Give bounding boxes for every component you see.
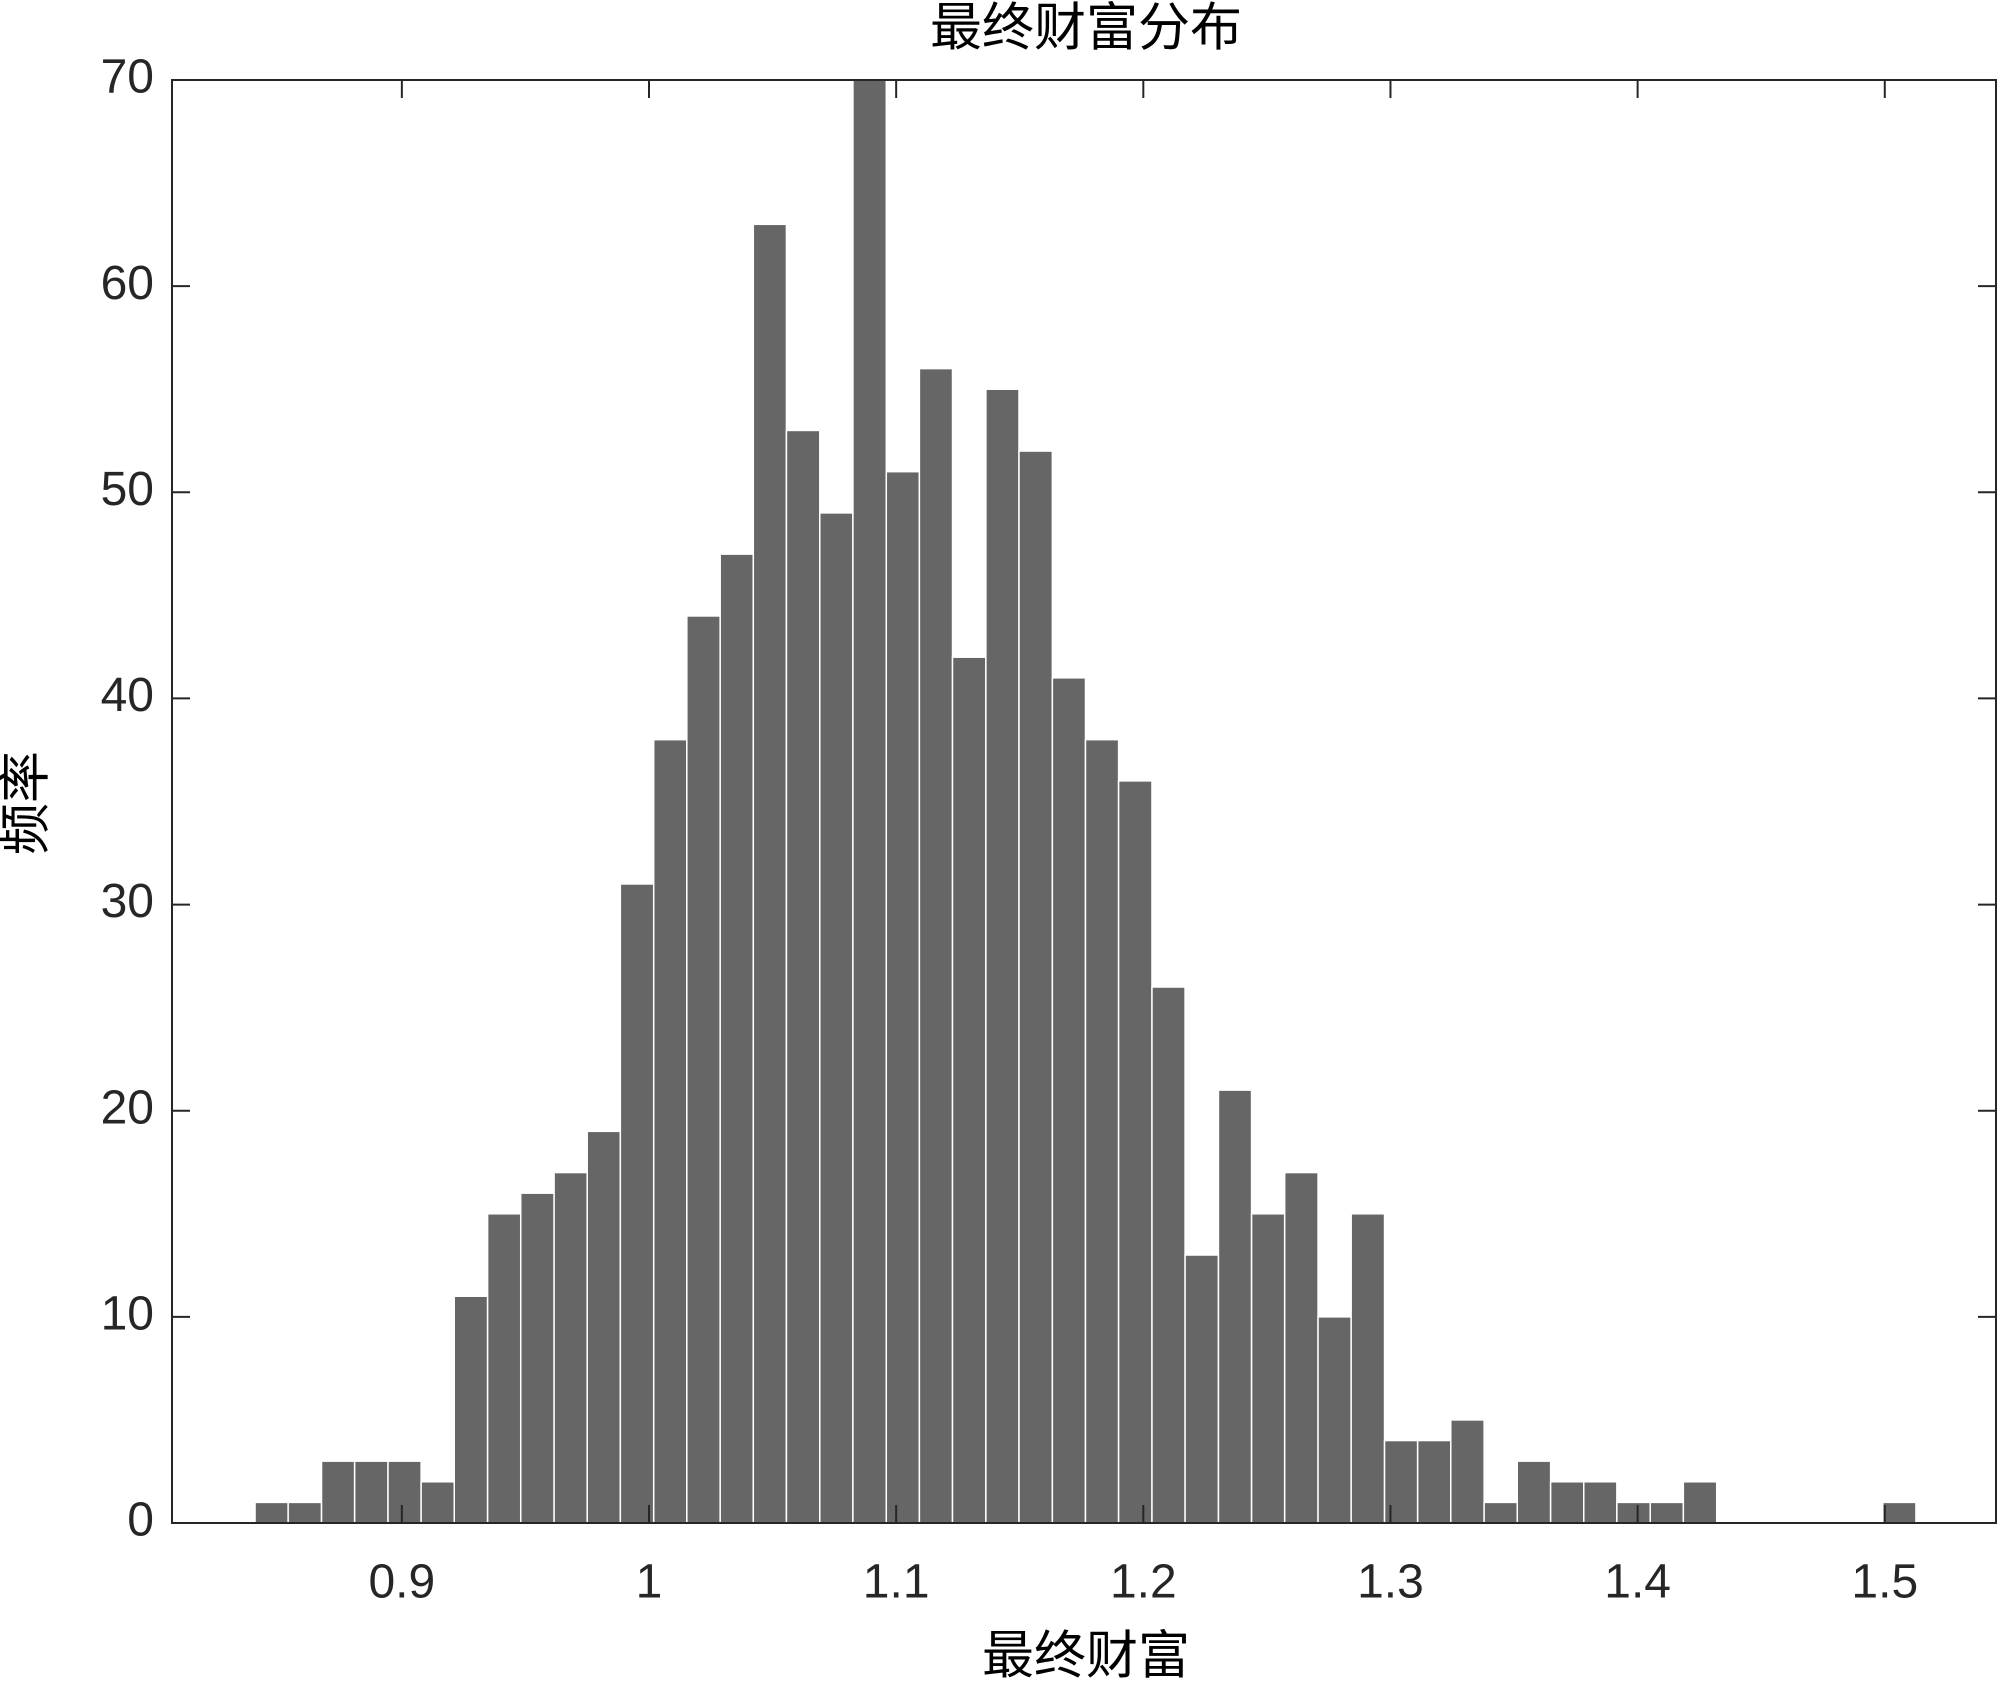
bar — [652, 738, 688, 1524]
bar — [486, 1213, 522, 1524]
bar — [1117, 780, 1153, 1524]
bar — [1283, 1171, 1319, 1524]
bar — [1616, 1501, 1651, 1524]
bar — [918, 367, 954, 1524]
bar — [1018, 450, 1054, 1524]
bar — [387, 1460, 422, 1524]
bar — [1184, 1254, 1220, 1524]
bar — [1084, 738, 1120, 1524]
x-tick-label: 1 — [636, 1556, 663, 1609]
bar — [985, 388, 1020, 1524]
bar — [353, 1460, 389, 1524]
plot-frame — [171, 79, 1997, 1524]
bar — [254, 1501, 289, 1524]
bar — [1151, 986, 1186, 1524]
bar — [1582, 1481, 1618, 1524]
x-tick-label: 1.1 — [863, 1556, 930, 1609]
bar — [287, 1501, 323, 1524]
chart-title: 最终财富分布 — [930, 0, 1242, 59]
bar — [1350, 1213, 1386, 1524]
x-tick-label: 0.9 — [368, 1556, 435, 1609]
y-tick-label: 10 — [101, 1288, 154, 1341]
bar — [1317, 1316, 1352, 1524]
y-tick-label: 40 — [101, 669, 154, 722]
bar — [1549, 1481, 1585, 1524]
bar — [320, 1460, 356, 1524]
bar — [453, 1295, 489, 1524]
bar — [1051, 677, 1087, 1524]
bar — [553, 1171, 588, 1524]
bar — [852, 79, 888, 1524]
y-tick-label: 30 — [101, 875, 154, 928]
bar — [885, 470, 921, 1524]
bar — [1217, 1089, 1253, 1524]
bar — [686, 615, 721, 1524]
bar — [951, 656, 987, 1524]
bar — [819, 512, 854, 1524]
bar — [1483, 1501, 1519, 1524]
x-tick-label: 1.5 — [1851, 1556, 1918, 1609]
x-tick-label: 1.2 — [1110, 1556, 1177, 1609]
y-axis-label: 频率 — [0, 751, 57, 855]
x-axis-label: 最终财富 — [982, 1627, 1190, 1687]
bar — [1416, 1439, 1452, 1524]
bar — [1682, 1481, 1718, 1524]
y-tick-label: 50 — [101, 463, 154, 516]
bar — [785, 429, 821, 1524]
bar — [586, 1130, 622, 1524]
bar — [1882, 1501, 1917, 1524]
bar — [420, 1481, 456, 1524]
y-tick-label: 0 — [127, 1494, 154, 1547]
bar — [1649, 1501, 1685, 1524]
y-tick-label: 70 — [101, 51, 154, 104]
bar — [1250, 1213, 1286, 1524]
bar — [752, 223, 788, 1524]
bar — [719, 553, 755, 1524]
y-tick-label: 20 — [101, 1081, 154, 1134]
x-tick-label: 1.3 — [1357, 1556, 1424, 1609]
y-tick-label: 60 — [101, 257, 154, 310]
bar — [519, 1192, 555, 1524]
bar — [1450, 1419, 1485, 1524]
bar — [1516, 1460, 1552, 1524]
bar — [619, 883, 655, 1524]
x-tick-label: 1.4 — [1604, 1556, 1671, 1609]
